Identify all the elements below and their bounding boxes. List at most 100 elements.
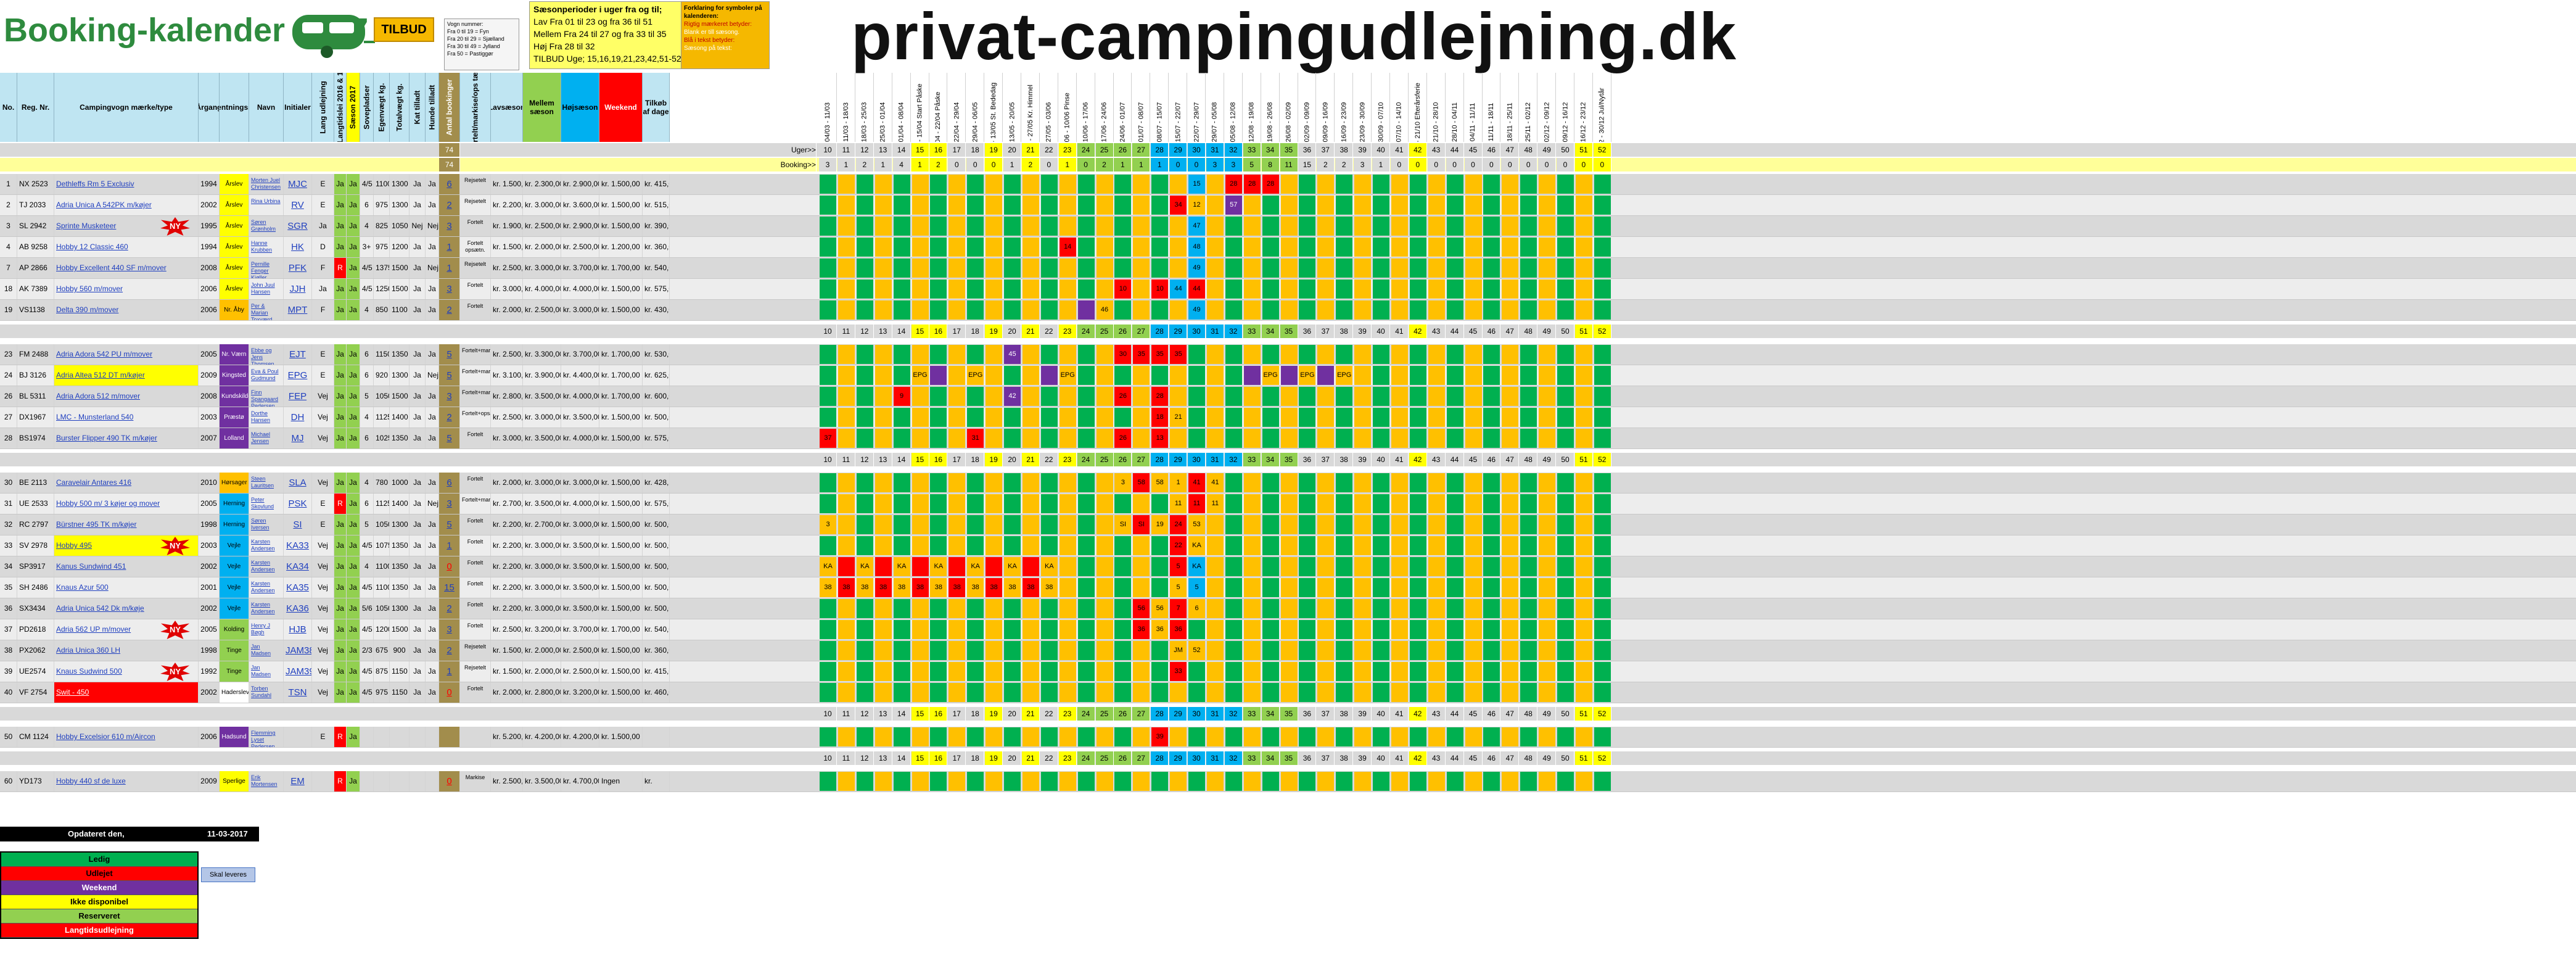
week-cell[interactable] (874, 536, 892, 555)
week-cell[interactable] (1409, 599, 1426, 618)
week-cell[interactable] (1391, 217, 1408, 236)
week-cell[interactable] (1557, 300, 1574, 320)
week-cell[interactable] (893, 662, 910, 681)
cell-init[interactable]: KA33 (284, 535, 312, 556)
week-cell[interactable] (837, 557, 855, 576)
week-cell[interactable] (1483, 175, 1500, 194)
week-cell[interactable] (1059, 473, 1076, 492)
week-cell[interactable] (1059, 196, 1076, 215)
cell-navn[interactable]: Torben Sundahl (249, 682, 284, 703)
week-cell[interactable] (874, 408, 892, 427)
week-cell[interactable] (1096, 641, 1113, 660)
week-cell[interactable]: 41 (1206, 473, 1224, 492)
week-cell[interactable] (1483, 641, 1500, 660)
week-cell[interactable] (1133, 494, 1150, 513)
week-cell[interactable] (911, 175, 929, 194)
week-cell[interactable] (967, 279, 984, 299)
week-cell[interactable] (911, 345, 929, 364)
week-cell[interactable] (1114, 300, 1132, 320)
week-cell[interactable] (1225, 727, 1242, 746)
week-cell[interactable]: 19 (1151, 515, 1169, 534)
week-cell[interactable] (1557, 175, 1574, 194)
week-cell[interactable] (1575, 620, 1592, 639)
cell-init[interactable]: JAM38 (284, 640, 312, 661)
week-cell[interactable] (1040, 641, 1058, 660)
week-cell[interactable] (1594, 578, 1611, 597)
week-cell[interactable] (1004, 217, 1021, 236)
week-cell[interactable] (1096, 662, 1113, 681)
week-cell[interactable] (986, 408, 1003, 427)
week-cell[interactable] (1575, 238, 1592, 257)
week-cell[interactable] (1077, 536, 1095, 555)
week-cell[interactable]: EPG (1299, 366, 1316, 385)
week-cell[interactable] (820, 279, 836, 299)
week-cell[interactable] (911, 599, 929, 618)
week-cell[interactable] (1428, 578, 1445, 597)
week-cell[interactable] (1262, 473, 1279, 492)
week-cell[interactable] (1243, 300, 1261, 320)
cell-type[interactable]: Delta 390 m/mover (54, 300, 199, 320)
week-cell[interactable] (893, 366, 910, 385)
week-cell[interactable]: 38 (967, 578, 984, 597)
week-cell[interactable] (856, 536, 873, 555)
week-cell[interactable] (1594, 300, 1611, 320)
week-cell[interactable] (874, 258, 892, 278)
week-cell[interactable] (1336, 175, 1353, 194)
week-cell[interactable]: 44 (1170, 279, 1187, 299)
week-cell[interactable] (1022, 727, 1039, 746)
week-cell[interactable] (1243, 772, 1261, 791)
week-cell[interactable]: 48 (1188, 238, 1205, 257)
week-cell[interactable] (1409, 175, 1426, 194)
week-cell[interactable] (1077, 772, 1095, 791)
week-cell[interactable] (1040, 494, 1058, 513)
week-cell[interactable] (1594, 217, 1611, 236)
week-cell[interactable] (1299, 429, 1316, 448)
week-cell[interactable] (1077, 429, 1095, 448)
cell-type[interactable]: Adria Adora 542 PU m/mover (54, 344, 199, 365)
week-cell[interactable]: 36 (1151, 620, 1169, 639)
week-cell[interactable] (1022, 279, 1039, 299)
week-cell[interactable] (911, 429, 929, 448)
week-cell[interactable] (1188, 387, 1205, 406)
week-cell[interactable] (856, 473, 873, 492)
week-cell[interactable] (911, 238, 929, 257)
week-cell[interactable] (1077, 727, 1095, 746)
week-cell[interactable] (1409, 345, 1426, 364)
week-cell[interactable] (1409, 196, 1426, 215)
week-cell[interactable] (1428, 772, 1445, 791)
week-cell[interactable] (893, 408, 910, 427)
week-cell[interactable]: 13 (1151, 429, 1169, 448)
week-cell[interactable] (1114, 620, 1132, 639)
week-cell[interactable] (1059, 578, 1076, 597)
week-cell[interactable] (1520, 683, 1537, 702)
week-cell[interactable] (1004, 300, 1021, 320)
week-cell[interactable] (1243, 557, 1261, 576)
column-header-antal[interactable]: Antal bookinger (439, 73, 460, 142)
week-cell[interactable] (856, 515, 873, 534)
week-cell[interactable] (1022, 641, 1039, 660)
week-header[interactable]: 12/08 - 19/08 (1243, 73, 1261, 142)
week-cell[interactable] (1299, 494, 1316, 513)
week-cell[interactable] (1206, 515, 1224, 534)
week-cell[interactable] (986, 536, 1003, 555)
week-cell[interactable] (1243, 727, 1261, 746)
week-cell[interactable] (930, 387, 947, 406)
week-cell[interactable] (1040, 258, 1058, 278)
week-cell[interactable] (986, 300, 1003, 320)
week-cell[interactable] (1446, 366, 1463, 385)
week-cell[interactable] (1004, 620, 1021, 639)
week-cell[interactable] (1243, 578, 1261, 597)
week-cell[interactable] (1354, 408, 1372, 427)
week-cell[interactable] (930, 366, 947, 385)
week-cell[interactable] (1539, 196, 1556, 215)
week-cell[interactable] (1225, 557, 1242, 576)
week-cell[interactable]: KA (967, 557, 984, 576)
week-cell[interactable] (874, 238, 892, 257)
week-cell[interactable] (1539, 345, 1556, 364)
week-cell[interactable] (1133, 258, 1150, 278)
week-header[interactable]: 22/04 - 29/04 (948, 73, 966, 142)
week-cell[interactable] (911, 662, 929, 681)
week-cell[interactable] (820, 345, 836, 364)
week-cell[interactable] (1336, 196, 1353, 215)
cell-init[interactable]: KA36 (284, 598, 312, 619)
